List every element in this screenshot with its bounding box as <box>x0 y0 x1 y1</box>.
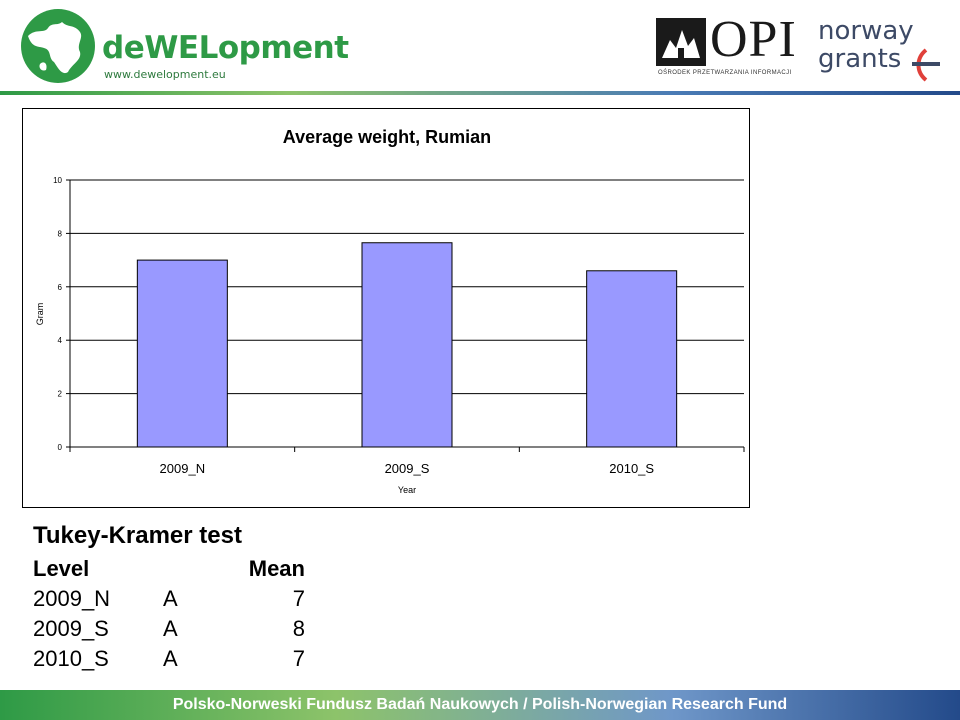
row-mean: 7 <box>292 646 305 671</box>
chart-panel: Average weight, Rumian 0 2 4 6 8 10 2009_N 2009_… <box>22 108 750 508</box>
tukey-row: 2009_N A 7 <box>33 586 305 616</box>
y-tick-label: 0 <box>58 443 63 452</box>
y-tick-label: 6 <box>58 283 63 292</box>
globe-icon <box>21 9 95 83</box>
tukey-header-row: Level Mean <box>33 556 305 586</box>
row-group: A <box>163 646 178 671</box>
logo-wordmark: deWELopment <box>102 30 349 66</box>
bar <box>136 259 228 448</box>
header-divider <box>0 91 960 95</box>
x-tick-label: 2009_S <box>385 461 430 476</box>
row-level: 2010_S <box>33 646 109 671</box>
header-mean: Mean <box>248 556 305 581</box>
footer-text: Polsko-Norweski Fundusz Badań Naukowych … <box>172 696 788 713</box>
y-tick-label: 2 <box>58 390 63 399</box>
bar-chart: Average weight, Rumian 0 2 4 6 8 10 2009_N 2009_… <box>35 127 745 495</box>
tukey-title: Tukey-Kramer test <box>33 522 242 549</box>
opi-logo: OPI OŚRODEK PRZETWARZANIA INFORMACJI <box>656 11 796 80</box>
y-tick-label: 8 <box>58 229 63 238</box>
row-mean: 8 <box>292 616 305 641</box>
chart-title: Average weight, Rumian <box>283 127 491 147</box>
x-tick-label: 2009_N <box>160 461 206 476</box>
norway-line-1: norway <box>818 16 914 46</box>
header-level: Level <box>33 556 90 581</box>
x-tick-label: 2010_S <box>609 461 654 476</box>
tukey-row: 2009_S A 8 <box>33 616 305 646</box>
row-level: 2009_N <box>33 586 111 611</box>
row-group: A <box>163 586 178 611</box>
dewelopment-logo: deWELopment www.dewelopment.eu <box>18 6 349 86</box>
footer-bar: Polsko-Norweski Fundusz Badań Naukowych … <box>0 690 960 720</box>
norway-cross-icon <box>912 48 940 82</box>
y-tick-label: 10 <box>53 176 62 185</box>
norway-line-2: grants <box>818 44 902 74</box>
opi-subtitle: OŚRODEK PRZETWARZANIA INFORMACJI <box>658 70 792 76</box>
y-tick-label: 4 <box>58 336 63 345</box>
opi-wordmark: OPI <box>710 11 797 68</box>
tukey-row: 2010_S A 7 <box>33 646 305 676</box>
row-mean: 7 <box>292 586 305 611</box>
bar <box>361 242 453 448</box>
y-axis-label: Gram <box>35 303 45 326</box>
row-group: A <box>163 616 178 641</box>
bar <box>586 270 678 448</box>
logo-url: www.dewelopment.eu <box>104 68 226 81</box>
row-level: 2009_S <box>33 616 109 641</box>
norway-grants-logo: norway grants <box>818 18 948 82</box>
tree-icon <box>656 18 706 66</box>
x-axis-label: Year <box>398 485 416 495</box>
